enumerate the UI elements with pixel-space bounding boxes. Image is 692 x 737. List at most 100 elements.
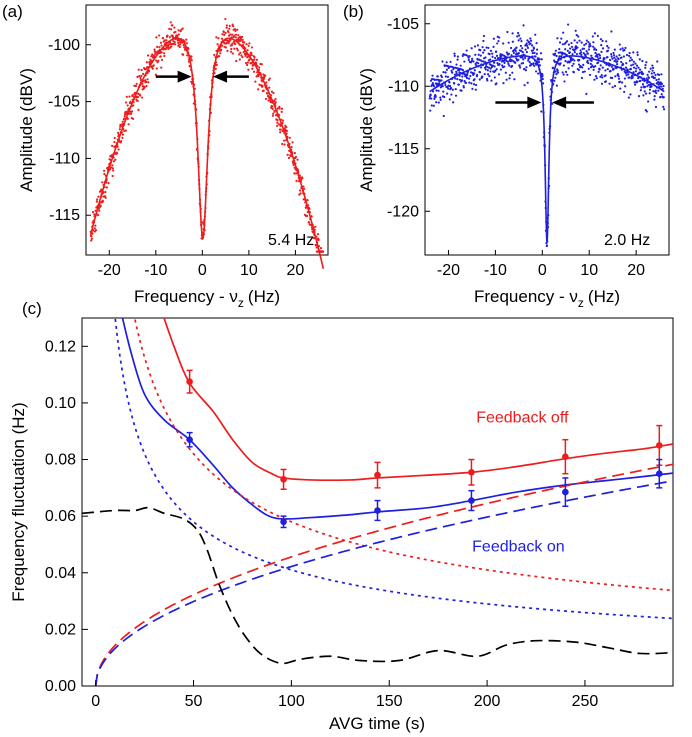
data-point <box>648 92 651 95</box>
data-point <box>234 42 237 46</box>
data-point <box>655 78 658 82</box>
data-point <box>613 48 616 51</box>
data-point <box>590 54 593 57</box>
data-point <box>296 158 299 161</box>
data-point <box>486 73 490 76</box>
data-point <box>577 63 581 66</box>
data-point <box>472 60 475 63</box>
data-point <box>93 213 96 216</box>
data-point <box>644 64 647 67</box>
data-point <box>118 128 121 131</box>
data-point <box>143 86 146 89</box>
data-point <box>150 55 153 58</box>
data-point <box>253 58 256 61</box>
data-point <box>615 55 618 58</box>
data-point <box>114 158 117 161</box>
data-point <box>641 83 645 86</box>
data-point <box>168 36 171 39</box>
data-point <box>510 64 514 68</box>
panel-b-ylabel: Amplitude (dBV) <box>357 68 376 192</box>
data-point <box>587 40 590 44</box>
data-point <box>176 41 180 44</box>
data-point <box>616 73 620 76</box>
data-point <box>295 179 298 183</box>
data-point <box>622 55 626 58</box>
data-point <box>145 84 148 88</box>
data-point <box>123 114 126 118</box>
data-point <box>289 155 292 158</box>
data-point <box>315 246 318 249</box>
data-point <box>647 83 650 86</box>
data-point <box>155 67 158 70</box>
data-point <box>101 200 105 203</box>
data-point <box>476 73 479 77</box>
data-point <box>621 47 624 50</box>
data-point <box>599 56 602 59</box>
data-point <box>529 42 532 45</box>
data-point <box>282 139 286 142</box>
data-point <box>453 82 456 85</box>
data-point <box>136 75 139 79</box>
data-point <box>617 77 621 80</box>
data-point <box>103 169 106 172</box>
arrow-head <box>213 70 228 83</box>
data-point <box>468 55 471 58</box>
data-point <box>152 64 155 67</box>
data-point <box>169 28 173 31</box>
data-point <box>182 53 185 56</box>
data-point <box>512 51 515 54</box>
data-point <box>486 79 489 82</box>
data-point <box>430 97 433 100</box>
data-point <box>518 64 521 67</box>
data-point <box>234 36 237 39</box>
data-point <box>305 214 309 217</box>
data-point <box>555 54 558 58</box>
data-point <box>569 47 572 50</box>
data-point <box>471 57 474 60</box>
data-point <box>154 59 158 62</box>
data-point <box>495 82 498 85</box>
feedback-on-label: Feedback on <box>472 539 565 556</box>
data-point <box>527 40 531 44</box>
data-point <box>489 58 492 61</box>
data-point <box>275 124 279 127</box>
data-point <box>595 77 598 80</box>
data-point <box>236 49 239 52</box>
data-point <box>220 37 224 40</box>
data-point <box>598 54 602 57</box>
data-point <box>525 50 529 54</box>
data-point <box>591 35 594 38</box>
data-point <box>140 68 143 72</box>
data-point <box>515 57 518 60</box>
data-point <box>578 58 581 62</box>
data-point <box>431 81 434 85</box>
data-point-0 <box>186 378 193 385</box>
data-point <box>432 104 435 107</box>
data-point <box>614 58 617 61</box>
data-point <box>586 59 589 62</box>
data-point <box>306 199 309 202</box>
data-point <box>224 17 227 21</box>
data-point <box>453 54 456 57</box>
data-point <box>511 71 514 74</box>
data-point <box>121 136 124 140</box>
data-point <box>442 90 445 93</box>
data-point <box>286 153 289 156</box>
data-point <box>516 31 520 35</box>
data-point <box>535 52 538 55</box>
data-point <box>580 51 583 54</box>
data-point <box>131 93 134 97</box>
data-point <box>254 80 257 83</box>
series-line-3 <box>114 318 673 620</box>
data-point <box>651 64 654 67</box>
data-point <box>628 76 631 79</box>
data-point <box>139 76 142 80</box>
data-point <box>429 79 433 82</box>
data-point <box>523 67 526 71</box>
data-point <box>495 50 498 53</box>
data-point <box>587 61 590 65</box>
data-point <box>445 68 448 71</box>
x-tick-label: 20 <box>627 262 645 279</box>
data-point <box>281 119 285 122</box>
data-point <box>534 33 537 36</box>
